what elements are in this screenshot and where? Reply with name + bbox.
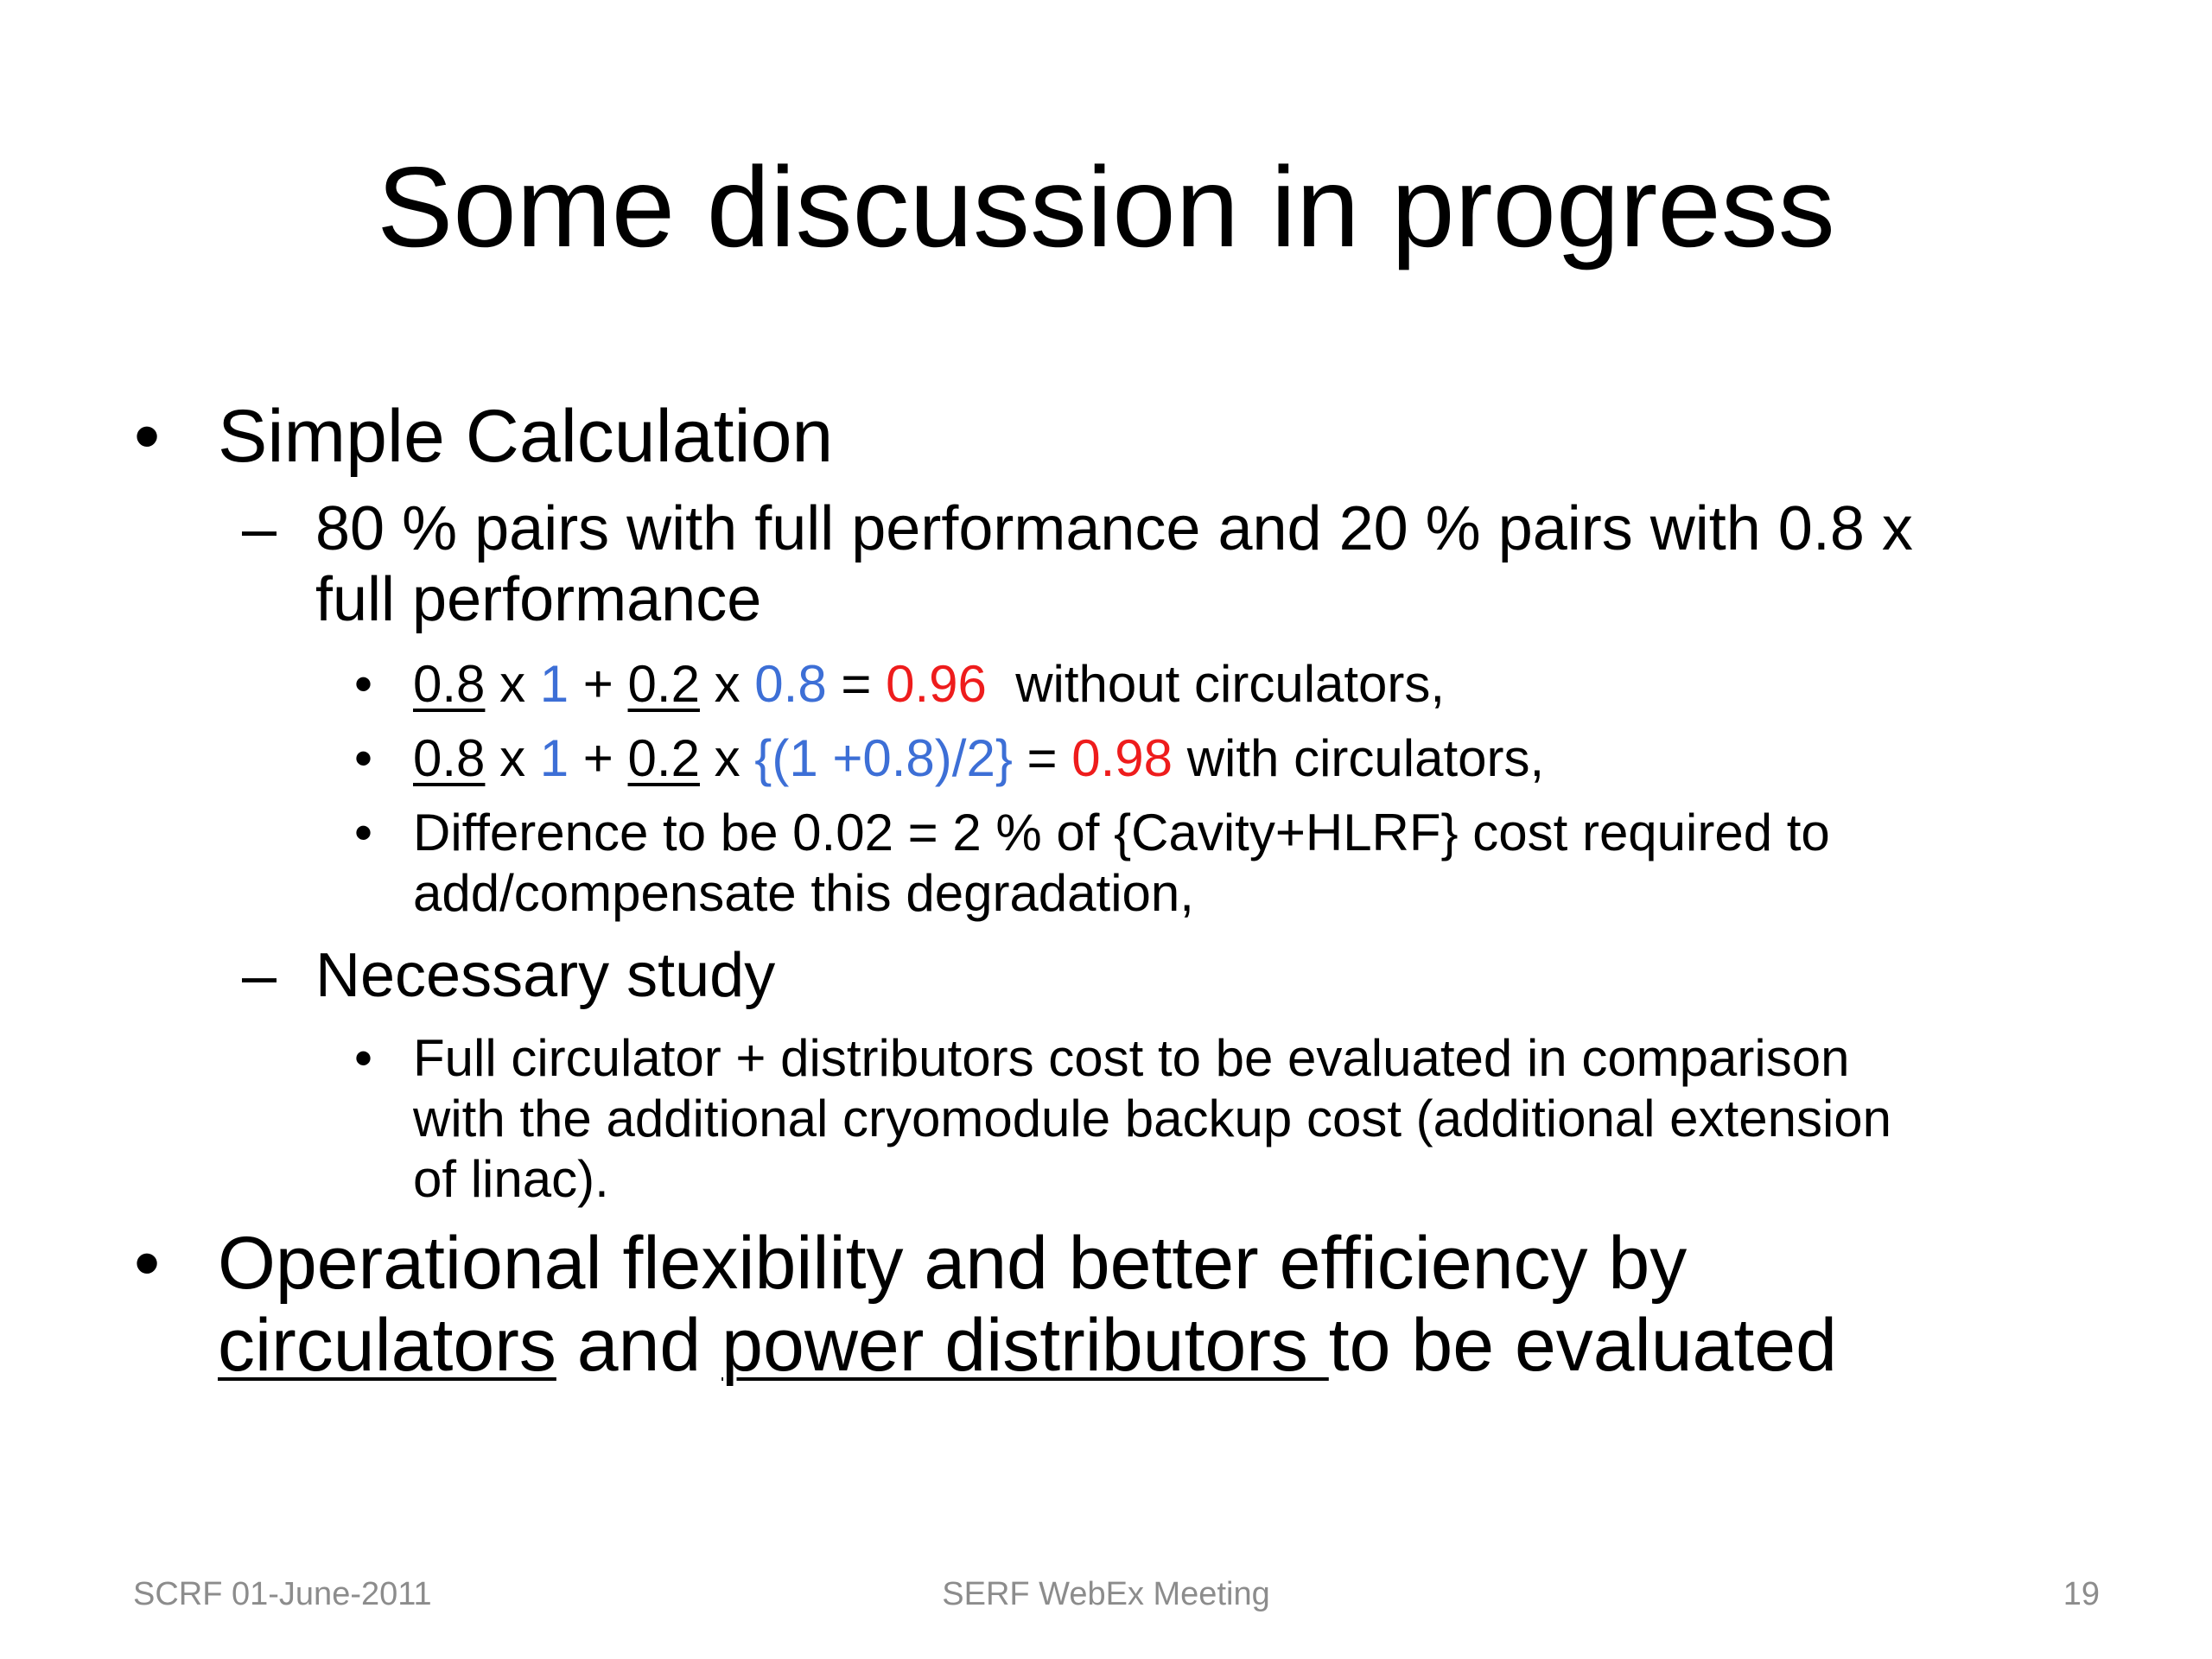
calc2-op: +	[569, 729, 628, 787]
calc2-op: x	[699, 729, 755, 787]
study-line2: with the additional cryomodule backup co…	[413, 1090, 1892, 1147]
bullet-operational-flexibility-line2: circulators and power distributors to be…	[218, 1305, 1837, 1387]
and-text: and	[556, 1304, 722, 1387]
calc2-term: 0.2	[627, 729, 700, 787]
calc2-result: 0.98	[1071, 729, 1173, 787]
bullet-simple-calculation: Simple Calculation	[218, 395, 834, 478]
calc1-term: 1	[539, 655, 569, 713]
calc-without-circulators: 0.8 x 1 + 0.2 x 0.8 = 0.96 without circu…	[413, 654, 1445, 715]
calc1-op: =	[826, 655, 887, 713]
calc2-term: 1	[539, 729, 569, 787]
slide-title: Some discussion in progress	[377, 143, 1835, 270]
small-bullet-icon: •	[354, 1029, 373, 1087]
small-bullet-icon: •	[354, 804, 373, 861]
difference-line1: Difference to be 0.02 = 2 % of {Cavity+H…	[413, 804, 1830, 861]
difference-line2: add/compensate this degradation,	[413, 864, 1194, 922]
footer-page-number: 19	[2063, 1576, 2100, 1612]
calc1-note: without circulators,	[986, 655, 1446, 713]
dash-icon: –	[242, 494, 277, 563]
calc1-term: 0.8	[754, 655, 827, 713]
power-distributors-text: power distributors	[721, 1304, 1329, 1387]
small-bullet-icon: •	[354, 655, 373, 713]
dash-icon: –	[242, 941, 277, 1010]
bullet-operational-flexibility-line1: Operational flexibility and better effic…	[218, 1222, 1688, 1305]
calc1-term: 0.2	[627, 655, 700, 713]
calc1-op: x	[699, 655, 755, 713]
calc2-note: with circulators,	[1173, 729, 1545, 787]
study-line1: Full circulator + distributors cost to b…	[413, 1029, 1850, 1087]
footer-meeting: SERF WebEx Meeting	[942, 1576, 1270, 1612]
small-bullet-icon: •	[354, 729, 373, 787]
circulators-text: circulators	[218, 1304, 556, 1387]
bullet-icon: •	[134, 1222, 161, 1305]
calc-with-circulators: 0.8 x 1 + 0.2 x {(1 +0.8)/2} = 0.98 with…	[413, 728, 1544, 789]
bullet-icon: •	[134, 395, 161, 478]
calc1-op: x	[485, 655, 540, 713]
calc1-result: 0.96	[886, 655, 987, 713]
calc1-term: 0.8	[413, 655, 486, 713]
calc2-term: 0.8	[413, 729, 486, 787]
sub-bullet-necessary-study: Necessary study	[315, 941, 776, 1010]
sub-bullet-pairs-line2: full performance	[315, 565, 762, 634]
calc2-op: =	[1012, 729, 1072, 787]
to-be-evaluated-text: to be evaluated	[1328, 1304, 1837, 1387]
calc1-op: +	[569, 655, 628, 713]
sub-bullet-pairs-line1: 80 % pairs with full performance and 20 …	[315, 494, 1913, 563]
calc2-op: x	[485, 729, 540, 787]
calc2-term: {(1 +0.8)/2}	[754, 729, 1013, 787]
study-line3: of linac).	[413, 1150, 609, 1208]
footer-date: SCRF 01-June-2011	[133, 1576, 432, 1612]
